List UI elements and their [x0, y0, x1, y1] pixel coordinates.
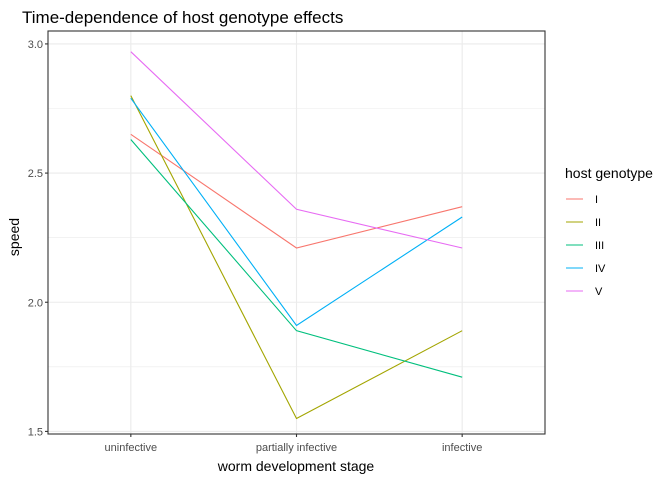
legend-label-I: I: [595, 194, 598, 206]
series-line-IV: [130, 97, 463, 327]
x-tick-label: infective: [442, 442, 482, 454]
y-axis-label: speed: [6, 218, 22, 256]
y-tick-label: 2.5: [28, 168, 43, 180]
series-line-I: [130, 133, 463, 249]
series-line-III: [130, 139, 463, 378]
series-line-V: [130, 51, 463, 249]
x-tick-label: partially infective: [256, 442, 337, 454]
legend-label-IV: IV: [595, 263, 606, 275]
legend-label-III: III: [595, 240, 604, 252]
y-tick-label: 3.0: [28, 39, 43, 51]
chart-title: Time-dependence of host genotype effects: [22, 8, 343, 27]
legend-label-II: II: [595, 217, 601, 229]
legend-label-V: V: [595, 286, 603, 298]
y-tick-label: 1.5: [28, 426, 43, 438]
y-tick-label: 2.0: [28, 297, 43, 309]
legend-title: host genotype: [565, 165, 653, 181]
x-axis-label: worm development stage: [217, 458, 375, 474]
x-tick-label: uninfective: [105, 442, 158, 454]
